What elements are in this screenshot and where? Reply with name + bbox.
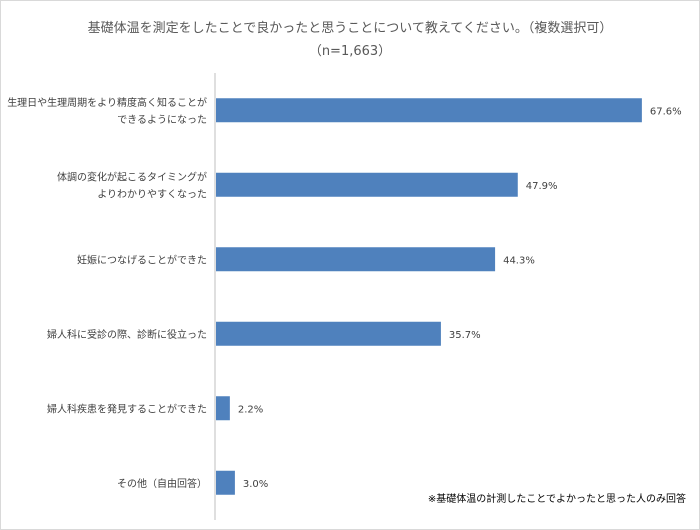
- category-label-0-0: 生理日や生理周期をより精度高く知ることが: [7, 96, 207, 109]
- category-label-0-1: できるようになった: [117, 114, 207, 126]
- data-label-1: 47.9%: [526, 181, 558, 192]
- bar-4: [216, 396, 230, 421]
- chart-subtitle: （n=1,663）: [308, 44, 392, 59]
- data-label-3: 35.7%: [449, 330, 481, 341]
- category-label-2-0: 妊娠につなげることができた: [77, 253, 207, 266]
- data-label-0: 67.6%: [650, 106, 682, 117]
- bar-5: [216, 470, 235, 495]
- bar-1: [216, 172, 518, 197]
- category-label-4-0: 婦人科疾患を発見することができた: [47, 402, 207, 415]
- category-label-1-1: よりわかりやすくなった: [97, 188, 207, 200]
- data-label-4: 2.2%: [238, 404, 263, 415]
- chart-title: 基礎体温を測定をしたことで良かったと思うことについて教えてください。（複数選択可…: [87, 21, 613, 36]
- bar-2: [216, 247, 496, 272]
- category-label-5-0: その他（自由回答）: [117, 477, 207, 490]
- bar-3: [216, 321, 441, 346]
- category-label-1-0: 体調の変化が起こるタイミングが: [57, 170, 207, 183]
- data-label-5: 3.0%: [243, 479, 268, 490]
- data-label-2: 44.3%: [503, 255, 535, 266]
- chart-footnote: ※基礎体温の計測したことでよかったと思った人のみ回答: [427, 494, 686, 505]
- category-label-3-0: 婦人科に受診の際、診断に役立った: [47, 328, 207, 341]
- bar-0: [216, 98, 642, 123]
